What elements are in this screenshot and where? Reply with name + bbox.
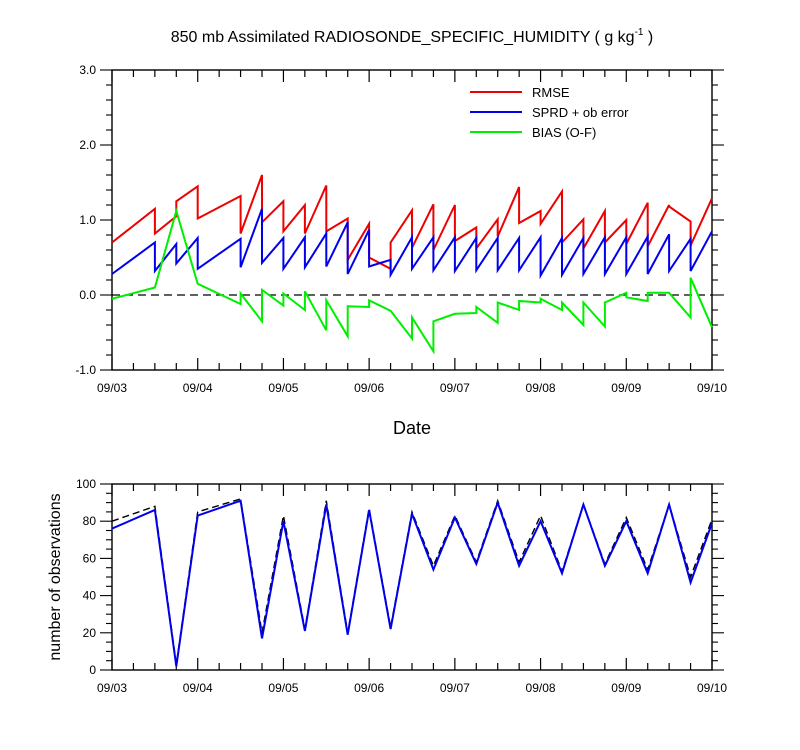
y-tick-label: 100 <box>76 477 96 491</box>
y-tick-label: -1.0 <box>75 363 96 377</box>
series-line-rmse <box>111 174 713 271</box>
legend-label: SPRD + ob error <box>532 105 629 120</box>
x-tick-label: 09/06 <box>354 381 384 395</box>
x-tick-label: 09/08 <box>526 381 556 395</box>
y-tick-label: 1.0 <box>79 213 96 227</box>
y-tick-label: 0 <box>89 663 96 677</box>
series-line-bias-o-f- <box>111 207 713 355</box>
top-chart: 850 mb Assimilated RADIOSONDE_SPECIFIC_H… <box>75 27 727 438</box>
x-tick-label: 09/08 <box>526 681 556 695</box>
x-tick-label: 09/09 <box>611 681 641 695</box>
chart-title: 850 mb Assimilated RADIOSONDE_SPECIFIC_H… <box>171 27 654 46</box>
series-line-sprd-ob-error <box>111 208 713 280</box>
x-tick-label: 09/03 <box>97 381 127 395</box>
y-tick-label: 20 <box>83 626 97 640</box>
y-tick-label: 0.0 <box>79 288 96 302</box>
x-tick-label: 09/09 <box>611 381 641 395</box>
y-tick-label: 40 <box>83 589 97 603</box>
legend-label: BIAS (O-F) <box>532 125 596 140</box>
y-tick-label: 2.0 <box>79 138 96 152</box>
y-axis-label: number of observations <box>47 493 64 660</box>
x-tick-label: 09/04 <box>183 681 213 695</box>
x-tick-label: 09/07 <box>440 681 470 695</box>
y-tick-label: 80 <box>83 514 97 528</box>
x-axis-label: Date <box>393 418 431 438</box>
top-axes: 09/03 09/04 09/05 09/06 09/07 09/08 09/09 09/10… <box>75 63 727 395</box>
bottom-axes: 09/03 09/04 09/05 09/06 09/07 09/08 09/09 09/10… <box>76 477 727 695</box>
y-tick-label: 3.0 <box>79 63 96 77</box>
series-line-observations-available <box>111 497 713 665</box>
x-tick-label: 09/05 <box>268 681 298 695</box>
x-tick-label: 09/04 <box>183 381 213 395</box>
x-tick-label: 09/05 <box>268 381 298 395</box>
bottom-chart: 09/03 09/04 09/05 09/06 09/07 09/08 09/09 09/10… <box>47 477 727 695</box>
x-tick-label: 09/10 <box>697 681 727 695</box>
legend-label: RMSE <box>532 85 570 100</box>
y-tick-label: 60 <box>83 551 97 565</box>
series-line-observations-assimilated <box>111 499 713 667</box>
x-tick-label: 09/07 <box>440 381 470 395</box>
bottom-series <box>111 497 713 667</box>
x-tick-label: 09/06 <box>354 681 384 695</box>
top-series <box>111 174 713 355</box>
x-tick-label: 09/10 <box>697 381 727 395</box>
x-tick-label: 09/03 <box>97 681 127 695</box>
legend: RMSE SPRD + ob error BIAS (O-F) <box>470 85 629 140</box>
